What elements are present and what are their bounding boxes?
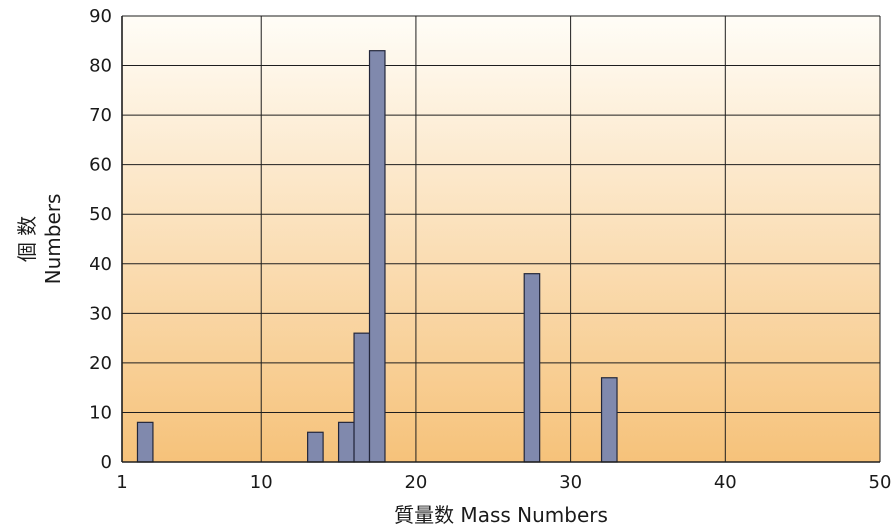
y-tick-label: 20	[89, 353, 112, 374]
x-tick-label: 30	[559, 472, 582, 493]
y-axis-title-japanese: 個 数	[15, 216, 39, 262]
y-tick-label: 90	[89, 6, 112, 27]
x-axis-title: 質量数 Mass Numbers	[394, 503, 608, 527]
y-tick-label: 10	[89, 402, 112, 423]
plot-background	[122, 16, 880, 462]
y-tick-label: 50	[89, 204, 112, 225]
y-axis-title: 個 数 Numbers	[15, 194, 65, 285]
bar	[368, 50, 386, 463]
bar	[353, 332, 371, 463]
x-tick-label: 10	[250, 472, 273, 493]
x-tick-label: 50	[869, 472, 892, 493]
y-tick-label: 60	[89, 155, 112, 176]
y-tick-label: 30	[89, 303, 112, 324]
bar	[337, 421, 355, 463]
y-axis-title-english: Numbers	[41, 194, 65, 285]
y-tick-label: 40	[89, 254, 112, 275]
grid-lines	[122, 15, 881, 462]
y-tick-label: 0	[101, 452, 112, 473]
x-tick-label: 1	[116, 472, 127, 493]
x-tick-label: 20	[404, 472, 427, 493]
y-tick-label: 70	[89, 105, 112, 126]
bar	[523, 273, 541, 463]
bar	[307, 431, 324, 463]
tick-labels: 0 10 20 30 40 50 60 70 80 90 1 10 20 30 40 50	[89, 6, 891, 493]
bar	[600, 377, 618, 463]
y-tick-label: 80	[89, 56, 112, 77]
bar	[136, 421, 154, 463]
x-tick-label: 40	[714, 472, 737, 493]
axes	[121, 16, 880, 463]
